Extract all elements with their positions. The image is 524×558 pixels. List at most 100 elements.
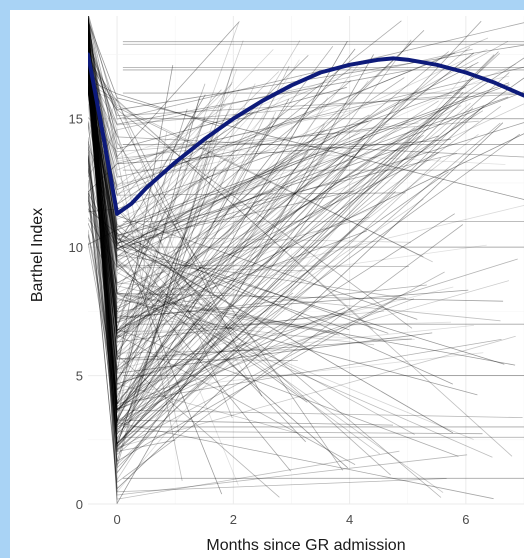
trajectory-line [88,67,352,258]
y-axis-title: Barthel Index [29,208,46,302]
trajectory-line [88,91,464,445]
trajectory-line [88,39,455,430]
trajectory-line [88,69,355,369]
trajectory-line [88,103,410,338]
trajectory-line [88,79,290,382]
trajectory-line [88,72,452,126]
trajectory-line [88,16,510,228]
trajectory-line [88,42,366,474]
trajectory-line [88,40,348,440]
trajectory-line [88,88,374,330]
trajectory-line [88,77,294,410]
trajectory-line [88,67,484,340]
trajectory-line [88,70,409,267]
trajectory-line [88,86,524,304]
trajectory-line [88,51,280,498]
trajectory-line [88,207,370,286]
trajectory-line [88,60,424,258]
trajectory-line [88,16,290,424]
trajectory-line [88,56,346,244]
trajectory-line [88,44,259,265]
trajectory-line [88,121,306,443]
trajectory-line [88,84,479,411]
trajectory-line [88,105,502,391]
trajectory-line [88,31,233,293]
trajectory-line [88,170,518,385]
trajectory-line [88,168,274,284]
trajectory-line [88,136,452,333]
trajectory-line [88,21,352,423]
trajectory-line [88,167,216,445]
trajectory-line [88,191,464,484]
trajectory-line [88,53,329,451]
trajectory-line [88,72,510,427]
trajectory-line [88,70,407,299]
trajectory-line [88,58,168,424]
trajectory-line [88,51,524,252]
trajectory-line [88,23,411,391]
trajectory-line [88,16,285,259]
mean-trajectory-line [88,52,524,216]
trajectory-line [88,46,237,433]
trajectory-line [88,61,277,398]
trajectory-line [88,80,352,268]
trajectory-line [88,73,401,449]
y-tick-labels: 0 5 10 15 [69,112,83,512]
trajectory-line [88,28,272,381]
trajectory-line [88,32,365,412]
trajectory-line [88,96,210,344]
trajectory-line [88,78,469,318]
trajectory-line [88,85,509,237]
trajectory-line [88,92,169,424]
trajectory-line [88,155,289,402]
trajectory-line [88,30,468,496]
trajectory-line [88,94,206,247]
trajectory-line [88,88,444,493]
trajectory-line [88,68,296,434]
trajectory-line [88,74,394,426]
trajectory-line [88,74,256,385]
trajectory-line [88,30,425,332]
trajectory-line [88,21,501,456]
trajectory-line [88,62,493,458]
trajectory-line [88,90,342,335]
trajectory-line [88,20,524,200]
trajectory-line [88,37,462,284]
trajectory-line [88,63,223,495]
trajectory-line [88,66,176,452]
trajectory-line [88,58,206,421]
trajectory-line [88,63,516,241]
trajectory-line [88,47,263,397]
trajectory-line [88,17,483,435]
trajectory-line [88,87,306,272]
trajectory-line [88,153,210,462]
trajectory-line [88,76,370,250]
x-tick-label: 4 [346,512,353,527]
trajectory-line [88,21,488,220]
trajectory-line [88,21,244,313]
trajectory-line [88,45,333,481]
trajectory-line [88,48,524,164]
trajectory-line [88,88,219,313]
y-tick-label: 0 [76,497,83,512]
trajectory-line [88,42,439,310]
trajectory-line [88,242,502,405]
trajectory-line [88,59,216,298]
trajectory-line [88,25,239,486]
trajectory-line [88,33,524,332]
trajectory-line [88,235,385,337]
trajectory-line [88,20,413,329]
trajectory-line [88,234,510,393]
trajectory-line [88,155,298,361]
trajectory-line [88,55,309,243]
trajectory-line [88,82,275,436]
trajectory-line [88,222,478,396]
trajectory-line [88,19,235,422]
trajectory-line [88,42,421,319]
trajectory-line [88,25,347,150]
trajectory-line [88,76,391,476]
trajectory-line [88,52,427,320]
trajectory-line [88,40,494,500]
chart-frame: 0 2 4 6 0 5 10 15 Months since GR admission Ba… [10,10,524,558]
trajectory-line [88,64,348,469]
